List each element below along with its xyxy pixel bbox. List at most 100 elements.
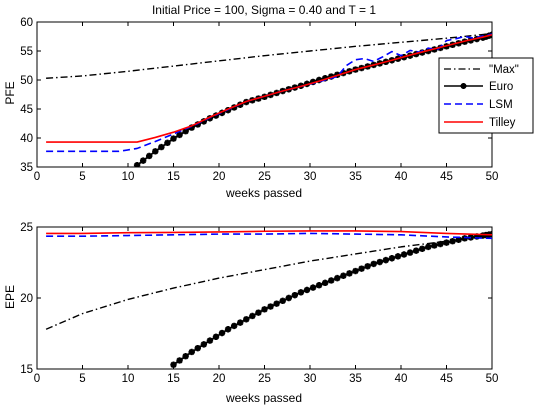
epe-euro-point [406, 249, 414, 256]
pfe-euro-point-interp [158, 143, 165, 151]
epe-euro-point-interp [376, 258, 383, 266]
epe-euro-point-interp [346, 270, 353, 277]
legend-entry-max: "Max" [444, 64, 519, 76]
pfe-euro-point [170, 135, 177, 142]
pfe-euro-point-interp [139, 157, 147, 164]
pfe-series-group [46, 31, 492, 167]
pfe-y-tick-label: 40 [20, 133, 33, 145]
pfe-x-tick-label: 20 [213, 171, 226, 183]
pfe-x-tick-label: 0 [34, 171, 40, 183]
epe-euro-point-interp [182, 353, 189, 360]
pfe-chart: 0 5 10 15 20 25 30 35 40 45 50 35 40 45 50 55 60 [20, 17, 498, 183]
legend-entry-euro: Euro [444, 81, 513, 93]
epe-euro-point [425, 243, 432, 251]
legend-label-max: "Max" [489, 64, 519, 76]
pfe-euro-point-interp [176, 131, 183, 139]
epe-euro-point-interp [340, 272, 347, 279]
epe-euro-point-interp [285, 294, 292, 302]
epe-x-tick-label: 40 [395, 373, 408, 385]
epe-euro-point [334, 274, 341, 282]
pfe-y-tick-label: 45 [20, 104, 33, 116]
epe-x-tick-label: 15 [167, 373, 180, 385]
epe-euro-point [315, 282, 323, 289]
epe-x-tick-label: 5 [79, 373, 85, 385]
epe-euro-point-interp [437, 240, 444, 248]
pfe-euro-point-interp [164, 139, 171, 147]
pfe-euro-point-interp [194, 121, 201, 128]
pfe-euro-point-interp [309, 78, 317, 86]
epe-euro-point-interp [400, 251, 408, 258]
epe-euro-point-interp [249, 312, 256, 320]
epe-euro-point-interp [364, 263, 371, 270]
pfe-y-tick-label: 60 [20, 17, 33, 29]
epe-y-tick-label: 20 [20, 293, 33, 305]
pfe-x-tick-label: 30 [304, 171, 317, 183]
epe-euro-point-interp [230, 322, 238, 330]
epe-euro-point-interp [358, 265, 365, 272]
epe-euro-point-interp [309, 284, 317, 291]
epe-euro-point-interp [212, 333, 220, 341]
epe-x-tick-label: 50 [486, 373, 499, 385]
pfe-x-tick-label: 5 [79, 171, 85, 183]
legend-entry-lsm: LSM [444, 99, 513, 111]
epe-euro-point-interp [218, 329, 226, 337]
epe-euro-point-interp [200, 341, 208, 348]
pfe-x-tick-label: 25 [258, 171, 271, 183]
epe-euro-point [388, 255, 396, 262]
epe-x-axis-label: weeks passed [225, 391, 302, 405]
pfe-series-max [46, 32, 492, 79]
epe-chart: 0 5 10 15 20 25 30 35 40 45 50 15 20 25 [20, 222, 498, 385]
epe-euro-point-interp [176, 357, 183, 364]
pfe-x-axis-label: weeks passed [225, 186, 302, 200]
pfe-y-axis-label: PFE [3, 81, 17, 104]
epe-x-tick-label: 35 [349, 373, 362, 385]
pfe-y-tick-label: 50 [20, 75, 33, 87]
pfe-x-tick-label: 15 [167, 171, 180, 183]
epe-euro-point [461, 235, 468, 242]
legend-entry-tilley: Tilley [444, 117, 516, 129]
epe-euro-point-interp [419, 245, 426, 252]
epe-euro-point [188, 348, 195, 356]
legend-label-lsm: LSM [489, 99, 513, 111]
epe-euro-point-interp [473, 233, 481, 240]
epe-euro-point-interp [328, 277, 335, 284]
pfe-euro-point-interp [321, 75, 329, 82]
epe-euro-point [279, 297, 286, 305]
epe-euro-point-interp [412, 247, 420, 254]
epe-x-tick-label: 20 [213, 373, 226, 385]
legend: "Max" Euro LSM Tilley [438, 57, 534, 134]
epe-euro-point-interp [267, 303, 274, 310]
epe-euro-point [370, 260, 377, 268]
epe-x-tick-label: 0 [34, 373, 40, 385]
epe-euro-point [297, 289, 305, 296]
epe-euro-point-interp [303, 286, 311, 294]
epe-x-tick-label: 45 [440, 373, 453, 385]
pfe-euro-point-interp [218, 109, 226, 117]
pfe-euro-point [315, 76, 323, 84]
epe-euro-point [170, 361, 177, 368]
epe-x-tick-label: 10 [122, 373, 135, 385]
epe-euro-point-interp [291, 291, 299, 299]
epe-euro-point-interp [255, 309, 262, 316]
epe-euro-point [243, 316, 250, 323]
epe-euro-point-interp [455, 236, 462, 243]
epe-series-tilley [46, 230, 492, 236]
epe-euro-point-interp [321, 279, 329, 287]
chart-title: Initial Price = 100, Sigma = 0.40 and T … [152, 3, 376, 17]
pfe-y-tick-label: 35 [20, 162, 33, 174]
epe-y-tick-label: 15 [20, 364, 33, 376]
pfe-x-tick-label: 35 [349, 171, 362, 183]
pfe-euro-point-interp [146, 152, 153, 160]
epe-euro-point [443, 239, 450, 246]
epe-euro-point [206, 337, 214, 344]
pfe-series-tilley [46, 33, 492, 143]
pfe-x-tick-label: 50 [486, 171, 499, 183]
legend-marker-euro [460, 83, 467, 89]
legend-label-tilley: Tilley [489, 117, 516, 129]
epe-y-axis-label: EPE [3, 285, 17, 309]
pfe-x-tick-label: 10 [122, 171, 135, 183]
epe-y-tick-label: 25 [20, 222, 33, 234]
epe-euro-point-interp [194, 344, 201, 352]
epe-euro-point-interp [237, 319, 244, 326]
